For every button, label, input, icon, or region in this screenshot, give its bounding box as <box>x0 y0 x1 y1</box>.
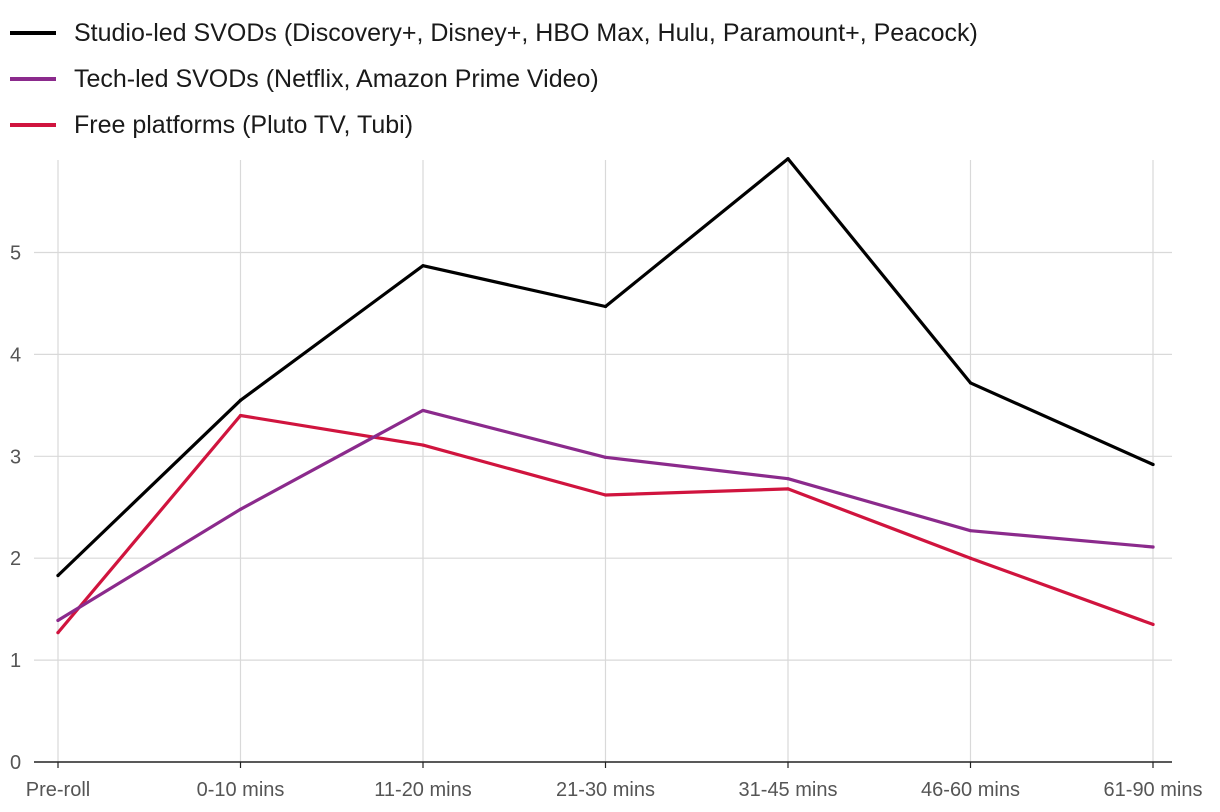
data-point-studio-4 <box>786 157 789 160</box>
data-point-studio-2 <box>421 264 424 267</box>
data-point-tech-0 <box>56 619 59 622</box>
data-point-studio-1 <box>239 399 242 402</box>
data-point-studio-5 <box>969 381 972 384</box>
data-point-tech-5 <box>969 529 972 532</box>
x-tick-label-3: 21-30 mins <box>556 779 655 801</box>
x-tick-label-6: 61-90 mins <box>1104 779 1203 801</box>
data-point-free-0 <box>56 631 59 634</box>
data-point-studio-6 <box>1151 463 1154 466</box>
x-tick-label-1: 0-10 mins <box>197 779 285 801</box>
data-point-studio-0 <box>56 574 59 577</box>
data-point-tech-2 <box>421 409 424 412</box>
y-tick-label-4: 4 <box>10 344 21 366</box>
data-point-free-6 <box>1151 623 1154 626</box>
y-tick-label-5: 5 <box>10 243 21 265</box>
y-tick-label-3: 3 <box>10 446 21 468</box>
y-tick-label-2: 2 <box>10 548 21 570</box>
data-point-free-4 <box>786 487 789 490</box>
data-point-studio-3 <box>604 305 607 308</box>
data-point-tech-4 <box>786 477 789 480</box>
data-point-free-5 <box>969 557 972 560</box>
x-tick-label-2: 11-20 mins <box>374 779 471 801</box>
x-tick-label-5: 46-60 mins <box>921 779 1020 801</box>
y-tick-label-0: 0 <box>10 752 21 774</box>
x-tick-label-0: Pre-roll <box>26 779 90 801</box>
x-tick-label-4: 31-45 mins <box>739 779 838 801</box>
data-point-free-2 <box>421 443 424 446</box>
data-point-tech-3 <box>604 456 607 459</box>
data-point-tech-6 <box>1151 545 1154 548</box>
data-point-tech-1 <box>239 508 242 511</box>
data-point-free-1 <box>239 414 242 417</box>
data-point-free-3 <box>604 493 607 496</box>
y-tick-label-1: 1 <box>10 650 21 672</box>
